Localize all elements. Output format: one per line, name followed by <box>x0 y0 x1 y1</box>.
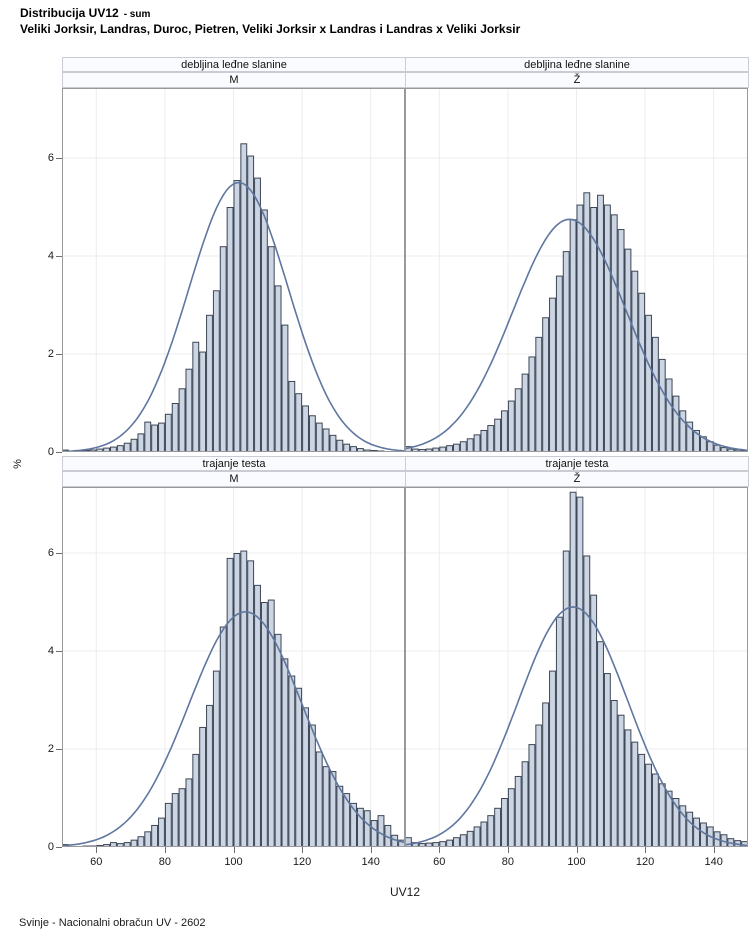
panel-header-row-label: debljina leđne slanine <box>62 57 406 72</box>
histogram-panel-trajanje-z <box>405 487 748 847</box>
x-tick-mark <box>439 847 441 853</box>
histogram-panel-trajanje-m <box>62 487 405 847</box>
x-tick-mark <box>164 847 166 853</box>
x-tick-label: 60 <box>433 856 446 868</box>
y-tick-mark <box>56 651 62 652</box>
x-tick-mark <box>96 847 98 853</box>
y-tick-label: 0 <box>47 446 54 458</box>
panel-header-col-label: M <box>62 471 406 487</box>
y-tick-mark <box>56 553 62 554</box>
histogram-panel-debljina-z <box>405 88 748 452</box>
x-tick-mark <box>645 847 647 853</box>
y-tick-mark <box>56 158 62 159</box>
x-tick-label: 60 <box>90 856 103 868</box>
y-tick-label: 2 <box>47 743 54 755</box>
y-tick-mark <box>56 354 62 355</box>
report-title-suffix: - sum <box>123 9 151 20</box>
y-tick-label: 4 <box>47 250 54 262</box>
report-subtitle: Veliki Jorksir, Landras, Duroc, Pietren,… <box>20 22 521 36</box>
y-tick-mark <box>56 256 62 257</box>
panel-header-col-label: Ž <box>405 471 749 487</box>
panel-header-row-label: trajanje testa <box>62 456 406 471</box>
x-tick-label: 80 <box>501 856 515 868</box>
x-tick-mark <box>302 847 304 853</box>
report-title: Distribucija UV12 - sum <box>20 6 150 20</box>
x-tick-label: 80 <box>158 856 172 868</box>
y-tick-mark <box>56 749 62 750</box>
x-tick-label: 140 <box>361 856 380 868</box>
y-tick-mark <box>56 847 62 848</box>
x-tick-mark <box>233 847 235 853</box>
x-tick-mark <box>370 847 372 853</box>
x-tick-mark <box>713 847 715 853</box>
x-tick-mark <box>576 847 578 853</box>
x-tick-mark <box>507 847 509 853</box>
y-tick-label: 4 <box>47 645 54 657</box>
x-tick-label: 120 <box>635 856 655 868</box>
histogram-panel-debljina-m <box>62 88 405 452</box>
y-axis-label: % <box>11 459 24 469</box>
y-tick-mark <box>56 452 62 453</box>
panel-header-row-label: trajanje testa <box>405 456 749 471</box>
y-tick-label: 0 <box>47 841 54 853</box>
footnote: Svinje - Nacionalni obračun UV - 2602 <box>19 917 206 929</box>
y-tick-label: 6 <box>47 152 54 164</box>
panel-header-row-label: debljina leđne slanine <box>405 57 749 72</box>
report-title-main: Distribucija UV12 <box>20 6 119 20</box>
x-tick-label: 100 <box>567 856 586 868</box>
panel-header-col-label: Ž <box>405 72 749 88</box>
x-tick-label: 120 <box>292 856 312 868</box>
x-tick-label: 140 <box>704 856 723 868</box>
y-tick-label: 6 <box>47 547 54 559</box>
x-axis-label: UV12 <box>389 885 421 899</box>
panel-header-col-label: M <box>62 72 406 88</box>
x-tick-label: 100 <box>224 856 243 868</box>
y-tick-label: 2 <box>47 348 54 360</box>
